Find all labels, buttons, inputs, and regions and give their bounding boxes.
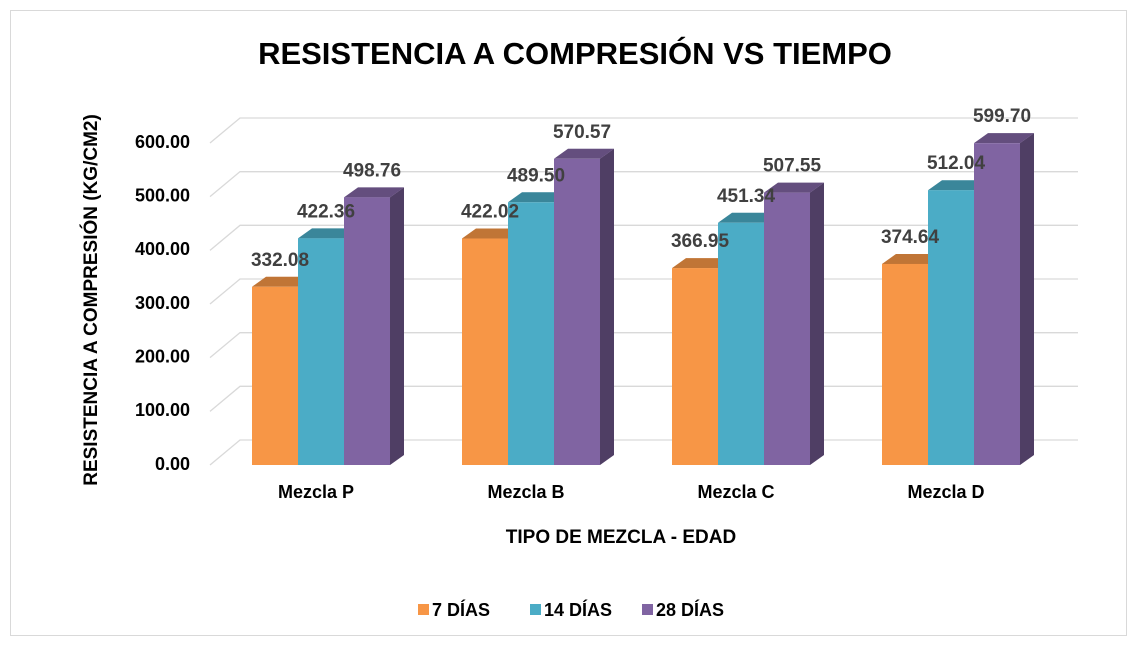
legend-swatch bbox=[418, 604, 429, 615]
bar-side bbox=[810, 182, 824, 465]
bar-top-shade bbox=[928, 180, 988, 191]
x-tick-label: Mezcla P bbox=[278, 482, 354, 502]
bar-side-shade bbox=[810, 182, 824, 465]
data-label: 507.55 bbox=[763, 156, 822, 177]
data-label: 451.34 bbox=[717, 186, 776, 207]
bar-top-shade bbox=[718, 212, 778, 223]
y-axis-title: RESISTENCIA A COMPRESIÓN (KG/CM2) bbox=[80, 114, 102, 486]
data-label: 366.95 bbox=[671, 231, 730, 252]
legend-label: 28 DÍAS bbox=[656, 599, 724, 620]
y-tick-label: 600.00 bbox=[135, 132, 190, 152]
x-axis-title: TIPO DE MEZCLA - EDAD bbox=[506, 527, 736, 548]
data-label: 422.02 bbox=[461, 202, 519, 223]
x-tick-label: Mezcla B bbox=[487, 482, 564, 502]
y-tick-label: 200.00 bbox=[135, 346, 190, 366]
bar-top-shade bbox=[462, 228, 522, 239]
bar-top bbox=[508, 192, 568, 203]
legend-label: 7 DÍAS bbox=[432, 599, 490, 620]
chart-title: RESISTENCIA A COMPRESIÓN VS TIEMPO bbox=[258, 35, 892, 71]
bar bbox=[298, 238, 344, 465]
data-label: 332.08 bbox=[251, 250, 309, 271]
y-tick-label: 100.00 bbox=[135, 400, 190, 420]
bar bbox=[462, 238, 508, 465]
y-tick-label: 400.00 bbox=[135, 239, 190, 259]
bar-side-shade bbox=[600, 148, 614, 465]
bar-top bbox=[344, 187, 404, 198]
bar bbox=[252, 286, 298, 465]
data-label: 374.64 bbox=[881, 227, 940, 248]
grid-line bbox=[209, 117, 1078, 144]
bar-top bbox=[764, 182, 824, 193]
x-tick-label: Mezcla C bbox=[697, 482, 774, 502]
bar-top bbox=[718, 212, 778, 223]
grid-line bbox=[209, 171, 1078, 198]
bar-top-shade bbox=[554, 148, 614, 159]
bar-side-shade bbox=[1020, 133, 1034, 465]
bar-side bbox=[600, 148, 614, 465]
data-label: 599.70 bbox=[973, 106, 1031, 127]
bar-top-shade bbox=[672, 258, 732, 269]
data-label: 570.57 bbox=[553, 122, 611, 143]
bar-top bbox=[554, 148, 614, 159]
data-label: 498.76 bbox=[343, 160, 401, 181]
bar bbox=[554, 158, 600, 465]
bar-side bbox=[1020, 133, 1034, 465]
legend-swatch bbox=[642, 604, 653, 615]
bar bbox=[508, 202, 554, 465]
bar-top-shade bbox=[344, 187, 404, 198]
data-label: 422.36 bbox=[297, 201, 355, 222]
bar-top-shade bbox=[764, 182, 824, 193]
legend-swatch bbox=[530, 604, 541, 615]
y-tick-label: 500.00 bbox=[135, 185, 190, 205]
bar-top bbox=[928, 180, 988, 191]
bar-top-shade bbox=[508, 192, 568, 203]
data-label: 512.04 bbox=[927, 153, 986, 174]
bar-top bbox=[252, 276, 312, 287]
bar-top bbox=[672, 258, 732, 269]
bar-top-shade bbox=[974, 133, 1034, 144]
bar bbox=[882, 263, 928, 465]
bar bbox=[928, 190, 974, 465]
bar-top bbox=[974, 133, 1034, 144]
y-tick-label: 300.00 bbox=[135, 293, 190, 313]
bar-top bbox=[882, 253, 942, 264]
bar bbox=[672, 268, 718, 465]
data-label: 489.50 bbox=[507, 165, 565, 186]
bar-top-shade bbox=[298, 228, 358, 239]
y-tick-label: 0.00 bbox=[155, 454, 190, 474]
x-tick-label: Mezcla D bbox=[907, 482, 984, 502]
bar-side bbox=[390, 187, 404, 465]
bar-side-shade bbox=[390, 187, 404, 465]
bar-top-shade bbox=[882, 253, 942, 264]
bar bbox=[718, 222, 764, 465]
bar bbox=[344, 197, 390, 465]
bar-top bbox=[462, 228, 522, 239]
bar-top bbox=[298, 228, 358, 239]
bar bbox=[974, 143, 1020, 465]
legend-label: 14 DÍAS bbox=[544, 599, 612, 620]
bar-top-shade bbox=[252, 276, 312, 287]
bar bbox=[764, 192, 810, 465]
